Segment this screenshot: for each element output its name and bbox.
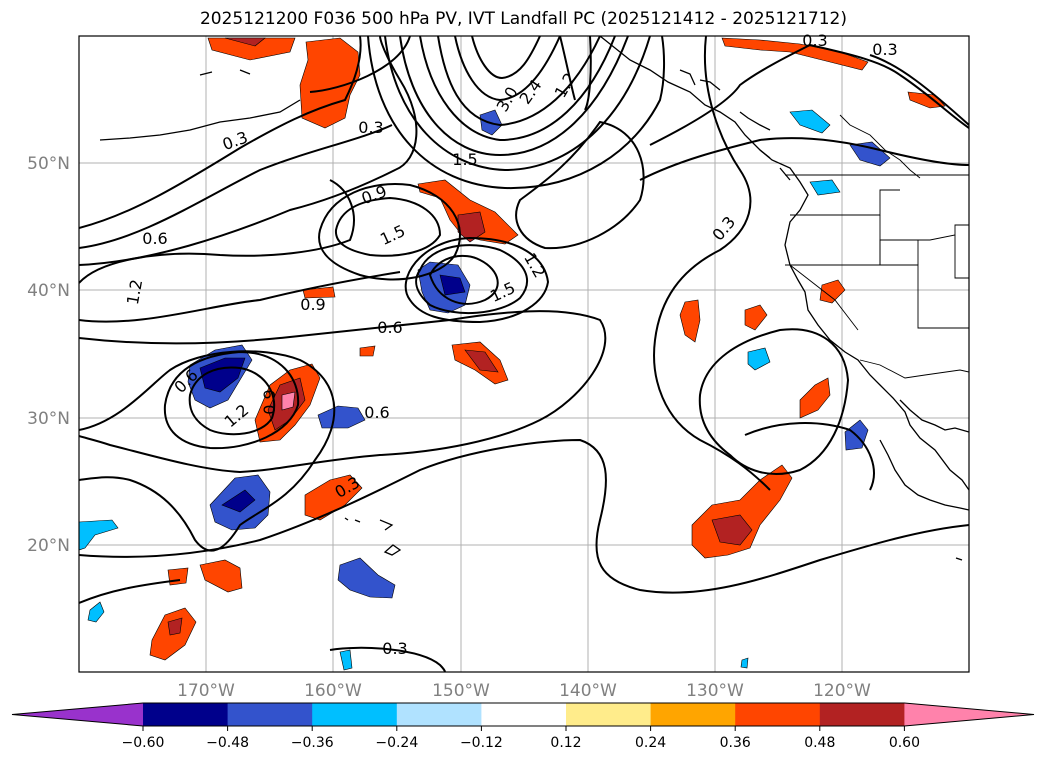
colorbar-tick-label: 0.36 xyxy=(720,735,751,751)
colorbar-segment xyxy=(227,703,313,726)
lat-label: 30°N xyxy=(27,409,70,429)
lat-label: 50°N xyxy=(27,154,70,174)
colorbar: −0.60 −0.48 −0.36 −0.24 −0.12 0.12 0.24 0.36 0.4… xyxy=(11,702,1035,751)
political-borders xyxy=(785,114,969,379)
lon-label: 150°W xyxy=(432,681,490,701)
contour-label: 0.3 xyxy=(358,118,383,137)
colorbar-segment xyxy=(312,703,398,726)
contour-label: 0.6 xyxy=(364,403,389,422)
contour-label: 0.6 xyxy=(142,229,167,248)
coastlines xyxy=(99,36,969,561)
colorbar-tick-label: −0.12 xyxy=(460,735,503,751)
map-title: 2025121200 F036 500 hPa PV, IVT Landfall… xyxy=(199,9,847,29)
longitude-labels: 170°W 160°W 150°W 140°W 130°W 120°W xyxy=(177,681,871,701)
colorbar-segment xyxy=(481,703,567,726)
lon-label: 140°W xyxy=(559,681,617,701)
contour-label: 1.2 xyxy=(123,278,146,306)
colorbar-segment xyxy=(566,703,652,726)
contour-label: 0.3 xyxy=(872,40,897,59)
latitude-labels: 50°N 40°N 30°N 20°N xyxy=(27,154,70,556)
contour-label: 0.6 xyxy=(377,318,402,337)
colorbar-tick-label: −0.24 xyxy=(375,735,418,751)
colorbar-tick-label: 0.48 xyxy=(804,735,835,751)
colorbar-segment xyxy=(819,703,905,726)
colorbar-tick-label: −0.36 xyxy=(291,735,334,751)
lat-label: 20°N xyxy=(27,536,70,556)
lon-label: 130°W xyxy=(686,681,744,701)
colorbar-tick-label: 0.12 xyxy=(550,735,581,751)
colorbar-segment xyxy=(396,703,482,726)
contour-label: 0.3 xyxy=(802,31,827,50)
contour-label: 0.9 xyxy=(260,389,279,414)
colorbar-segment xyxy=(650,703,736,726)
lon-label: 120°W xyxy=(813,681,871,701)
map-frame xyxy=(78,35,970,673)
lon-label: 170°W xyxy=(177,681,235,701)
lon-label: 160°W xyxy=(304,681,362,701)
colorbar-tick-label: −0.48 xyxy=(206,735,249,751)
contour-label: 1.5 xyxy=(452,150,477,169)
colorbar-extend-max xyxy=(904,703,1034,726)
ivt-negative-shading xyxy=(79,109,891,671)
colorbar-segment xyxy=(143,703,229,726)
colorbar-segment xyxy=(735,703,821,726)
lat-label: 40°N xyxy=(27,281,70,301)
contour-label: 0.3 xyxy=(382,639,407,658)
colorbar-tick-label: 0.60 xyxy=(889,735,920,751)
colorbar-extend-min xyxy=(12,703,143,726)
colorbar-tick-label: 0.24 xyxy=(635,735,666,751)
contour-label: 0.9 xyxy=(300,295,325,314)
colorbar-tick-label: −0.60 xyxy=(122,735,165,751)
pv-contours xyxy=(79,36,969,672)
